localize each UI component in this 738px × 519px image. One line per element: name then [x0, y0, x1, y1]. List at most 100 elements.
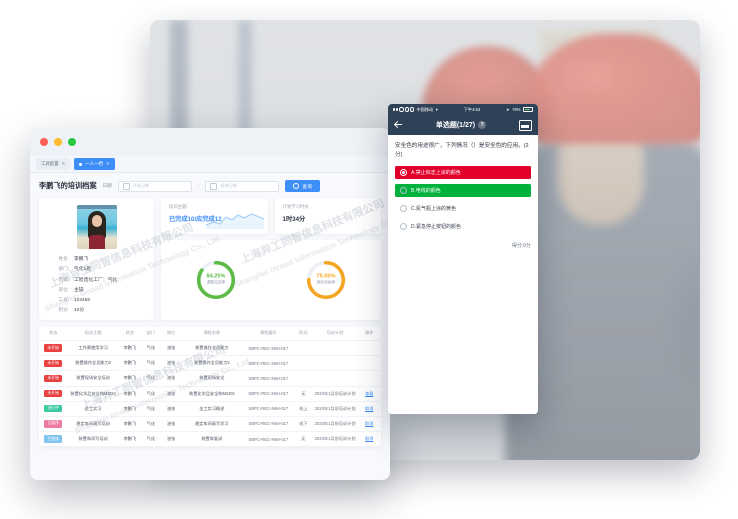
cell-code: SBPC-REC-N6H-017: [248, 375, 289, 381]
cell-name: 李鹏飞: [123, 390, 137, 396]
donut-center: 84.25% 课题完成率: [200, 264, 232, 296]
profile-field: 部门: 气化1班: [47, 265, 146, 272]
field-value: 李鹏飞: [74, 257, 89, 262]
kpi-value: 已完成10/应完成12: [169, 216, 222, 223]
table-row: 未开始 装置操作全员能力2 李鹏飞 气化 油张 装置操作全员能力2 SBPC-REC-N6H…: [39, 356, 381, 372]
cell-course: 装置化学品安全和MSDS: [189, 390, 235, 396]
avatar-face: [91, 215, 102, 227]
cell-action[interactable]: 取消: [365, 436, 374, 442]
donut-label: 测验合格率: [316, 280, 336, 285]
status-left: 中国移动 ▾: [393, 107, 438, 113]
cell-form: 线下: [299, 420, 308, 426]
cell-status: 未开始: [39, 359, 67, 367]
cell-course: 装置操作全员能力2: [193, 360, 230, 366]
cell-name: 李鹏飞: [123, 420, 137, 426]
close-icon[interactable]: ✕: [61, 161, 66, 166]
help-icon[interactable]: ?: [478, 121, 487, 129]
cell-name: 李鹏飞: [123, 405, 137, 411]
cell-form: 无: [301, 436, 306, 442]
table-row: 未开始 装置现场安全培训 李鹏飞 气化 油张 装置现场安全 SBPC-REC-N6H-017: [39, 371, 381, 387]
radio-icon: [400, 169, 407, 177]
col-dept: 部门: [146, 330, 156, 336]
option-label: C.氮气瓶上涂的黄色: [411, 206, 457, 213]
close-window-icon[interactable]: [40, 138, 48, 146]
donut-percent: 84.25%: [206, 273, 226, 280]
photo-helmet-front: [522, 34, 700, 144]
tab-label: 工具配置: [41, 161, 59, 166]
table-row: 未开始 工作票使用学习 李鹏飞 气化 油张 装置操作全员能力 SBPC-REC-N6H-01…: [39, 341, 381, 357]
search-button-label: 查询: [302, 184, 312, 190]
option-a[interactable]: A.禁止标志上涂的颜色: [395, 166, 531, 180]
training-table: 状态 培训主题 姓名 部门 岗位 课程名称 课程编号 形式 培训计划 操作 未开…: [39, 326, 381, 448]
field-key: 姓名:: [58, 256, 69, 261]
field-key: 积分:: [58, 306, 69, 312]
cell-course: 金工实习概述: [199, 405, 225, 411]
cell-post: 油张: [166, 390, 176, 396]
cell-action[interactable]: 取消: [365, 420, 374, 426]
traffic-lights[interactable]: [40, 138, 76, 146]
tab-label: 一人一档: [85, 161, 103, 166]
cell-topic: 工作票使用学习: [78, 345, 108, 351]
tab-one-person-one-file[interactable]: 一人一档 ✕: [74, 158, 115, 170]
avatar-topbar: [76, 205, 117, 209]
donut-chart-panel: 84.25% 课题完成率 75.00% 测验合格率: [161, 240, 381, 320]
minimize-window-icon[interactable]: [54, 138, 62, 146]
kpi-training-topic: 培训主题: 已完成10/应完成12: [161, 198, 268, 234]
cell-status: 已完成: [39, 435, 67, 443]
browser-window: 工具配置 ✕ 一人一档 ✕ 李鹏飞的培训档案 日期 开始日期 - 结: [30, 128, 390, 480]
col-action: 操作: [365, 330, 374, 336]
search-button[interactable]: 查询: [285, 180, 320, 192]
cell-topic: 装置操作全员能力2: [75, 360, 112, 366]
col-name: 姓名: [125, 330, 135, 336]
cell-action[interactable]: 查看: [365, 390, 374, 396]
field-key: 区域:: [58, 276, 69, 282]
table-header-row: 状态 培训主题 姓名 部门 岗位 课程名称 课程编号 形式 培训计划 操作: [39, 327, 381, 341]
profile-card: 姓名: 李鹏飞 部门: 气化1班 区域: 工智造化工厂：气化 岗位:: [39, 198, 154, 320]
status-badge: 未开始: [44, 389, 63, 398]
cell-course: 装置车复训: [201, 436, 223, 442]
stats-column: 培训主题: 已完成10/应完成12 计划学习时长 1时34分: [161, 198, 381, 320]
field-value: 主操: [74, 288, 84, 294]
tab-bar: 工具配置 ✕ 一人一档 ✕: [30, 156, 390, 173]
close-icon[interactable]: ✕: [105, 161, 110, 166]
donut-course-completion: 84.25% 课题完成率: [195, 259, 237, 301]
col-plan: 培训计划: [326, 330, 344, 336]
status-badge: 进行中: [44, 405, 63, 413]
cell-dept: 气化: [146, 345, 156, 351]
cell-topic: 金工实习: [84, 405, 102, 411]
sparkline-chart: [205, 213, 264, 229]
option-c[interactable]: C.氮气瓶上涂的黄色: [395, 202, 531, 215]
end-date-input[interactable]: 结束日期: [205, 180, 280, 192]
radio-icon: [400, 223, 407, 231]
radio-icon: [400, 187, 407, 195]
cell-status: 进行中: [39, 405, 67, 413]
kpi-label: 培训主题:: [169, 204, 188, 209]
score-label: 得分:0分: [511, 243, 531, 250]
cell-post: 油张: [166, 405, 176, 411]
keyboard-icon[interactable]: [518, 119, 532, 131]
profile-fields: 姓名: 李鹏飞 部门: 气化1班 区域: 工智造化工厂：气化 岗位:: [47, 255, 146, 313]
back-arrow-icon[interactable]: [394, 121, 403, 130]
option-b[interactable]: B.电线的颜色: [395, 184, 531, 198]
status-badge: 未开始: [44, 344, 63, 352]
cell-plan: 2020年1月份培训计划: [314, 405, 356, 411]
battery-label: 76%: [512, 107, 521, 112]
kpi-value: 1时34分: [282, 216, 306, 223]
cell-name: 李鹏飞: [123, 360, 137, 366]
cell-code: SBPC-REC-N6H-017: [248, 345, 289, 351]
cell-action[interactable]: 取消: [365, 405, 374, 411]
status-badge: 已完成: [44, 435, 63, 443]
cell-status: 已暂停: [39, 420, 67, 428]
cell-form: 线上: [299, 405, 308, 411]
cell-post: 油张: [166, 420, 176, 426]
field-value: 气化1班: [74, 267, 92, 273]
tab-tool-config[interactable]: 工具配置 ✕: [36, 158, 71, 170]
cell-code: SBPC-REC-N6H-017: [248, 436, 289, 442]
option-d[interactable]: D.紧急停止按钮的颜色: [395, 220, 531, 233]
start-date-input[interactable]: 开始日期: [117, 180, 192, 192]
maximize-window-icon[interactable]: [68, 138, 76, 146]
cell-course: 装置操作全员能力: [195, 345, 229, 351]
search-icon: [293, 183, 300, 189]
col-form: 形式: [299, 330, 308, 336]
